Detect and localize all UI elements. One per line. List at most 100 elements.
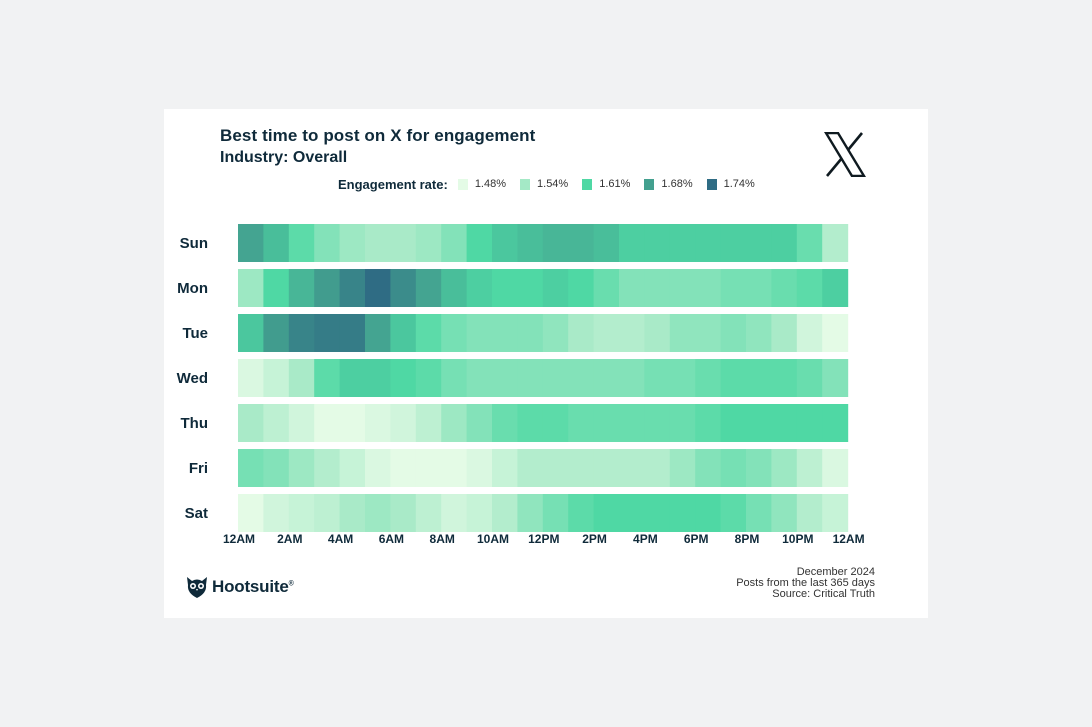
legend-label: Engagement rate: bbox=[338, 176, 448, 192]
heatmap-cell bbox=[288, 224, 315, 262]
heatmap-cell bbox=[593, 404, 620, 442]
heatmap-cell bbox=[263, 359, 290, 397]
heatmap-cell bbox=[593, 359, 620, 397]
heatmap-cell bbox=[314, 314, 341, 352]
heatmap-cell bbox=[568, 449, 595, 487]
heatmap-cell bbox=[238, 269, 264, 307]
x-tick-label: 12AM bbox=[223, 532, 255, 546]
heatmap-cell bbox=[263, 449, 290, 487]
heatmap-cell bbox=[720, 404, 747, 442]
heatmap-cell bbox=[466, 224, 493, 262]
heatmap-cell bbox=[288, 269, 315, 307]
heatmap-cell bbox=[517, 449, 544, 487]
heatmap-cell bbox=[669, 224, 696, 262]
heatmap-cell bbox=[695, 314, 722, 352]
x-logo-icon bbox=[824, 132, 866, 177]
x-tick-label: 8AM bbox=[430, 532, 455, 546]
heatmap-cell bbox=[263, 224, 290, 262]
heatmap-cell bbox=[669, 269, 696, 307]
heatmap-cell bbox=[771, 224, 798, 262]
heatmap-cell bbox=[517, 359, 544, 397]
heatmap-cell bbox=[542, 449, 569, 487]
heatmap-cell bbox=[339, 359, 366, 397]
heatmap-cell bbox=[796, 224, 823, 262]
heatmap-cell bbox=[441, 494, 468, 532]
brand-name: Hootsuite® bbox=[212, 577, 294, 596]
heatmap-cell bbox=[619, 404, 645, 442]
heatmap-cell bbox=[263, 404, 290, 442]
heatmap-cell bbox=[492, 314, 518, 352]
heatmap-cell bbox=[568, 359, 595, 397]
legend-item: 1.68% bbox=[644, 178, 693, 190]
heatmap-cell bbox=[492, 494, 518, 532]
heatmap-cell bbox=[746, 359, 772, 397]
heatmap-cell bbox=[619, 449, 645, 487]
heatmap-cell bbox=[238, 449, 264, 487]
heatmap-cell bbox=[720, 224, 747, 262]
day-label: Fri bbox=[189, 460, 208, 477]
x-tick-label: 6AM bbox=[379, 532, 404, 546]
heatmap-cell bbox=[441, 359, 468, 397]
day-label: Sun bbox=[180, 235, 208, 252]
heatmap-cell bbox=[365, 314, 391, 352]
heatmap-cell bbox=[365, 269, 391, 307]
heatmap-cell bbox=[288, 404, 315, 442]
source-note: December 2024 Posts from the last 365 da… bbox=[736, 567, 875, 600]
heatmap-cell bbox=[415, 494, 442, 532]
legend-value: 1.74% bbox=[723, 178, 755, 190]
legend-value: 1.48% bbox=[474, 178, 507, 190]
day-label: Wed bbox=[177, 370, 208, 387]
heatmap-cell bbox=[314, 404, 341, 442]
heatmap-cell bbox=[365, 449, 391, 487]
heatmap-cell bbox=[720, 494, 747, 532]
heatmap-cell bbox=[542, 314, 569, 352]
chart-subtitle: Industry: Overall bbox=[220, 149, 348, 166]
heatmap-cell bbox=[415, 314, 442, 352]
heatmap-cell bbox=[593, 314, 620, 352]
heatmap-cell bbox=[695, 494, 722, 532]
heatmap-cell bbox=[441, 269, 468, 307]
heatmap-cell bbox=[492, 404, 518, 442]
heatmap-cell bbox=[492, 224, 518, 262]
heatmap-cell bbox=[441, 314, 468, 352]
heatmap-cell bbox=[238, 359, 264, 397]
x-tick-label: 10AM bbox=[477, 532, 509, 546]
heatmap-cell bbox=[746, 404, 772, 442]
heatmap-cell bbox=[390, 269, 417, 307]
heatmap-cell bbox=[441, 404, 468, 442]
heatmap-cell bbox=[339, 494, 366, 532]
heatmap-cell bbox=[517, 224, 544, 262]
heatmap-cell bbox=[619, 494, 645, 532]
x-tick-label: 8PM bbox=[735, 532, 760, 546]
heatmap-cell bbox=[466, 404, 493, 442]
heatmap-cell bbox=[796, 269, 823, 307]
source-date: December 2024 bbox=[796, 566, 875, 578]
heatmap-cell bbox=[466, 494, 493, 532]
heatmap-cell bbox=[238, 224, 264, 262]
x-tick-label: 6PM bbox=[684, 532, 709, 546]
heatmap-cell bbox=[415, 449, 442, 487]
heatmap-cell bbox=[771, 494, 798, 532]
heatmap-cell bbox=[238, 494, 264, 532]
heatmap-cell bbox=[720, 269, 747, 307]
heatmap-cell bbox=[390, 359, 417, 397]
source-credit: Source: Critical Truth bbox=[772, 588, 875, 600]
heatmap-cell bbox=[263, 314, 290, 352]
x-tick-label: 4AM bbox=[328, 532, 353, 546]
heatmap-cell bbox=[339, 314, 366, 352]
day-label: Tue bbox=[182, 325, 208, 342]
heatmap-cell bbox=[339, 269, 366, 307]
legend-swatch bbox=[706, 178, 717, 190]
heatmap-cell bbox=[288, 314, 315, 352]
heatmap-cell bbox=[568, 269, 595, 307]
heatmap-cell bbox=[822, 269, 849, 307]
heatmap-cell bbox=[542, 269, 569, 307]
heatmap-cell bbox=[796, 314, 823, 352]
heatmap-cell bbox=[365, 494, 391, 532]
heatmap-cell bbox=[288, 449, 315, 487]
heatmap-cell bbox=[365, 404, 391, 442]
heatmap-cell bbox=[415, 359, 442, 397]
heatmap-cell bbox=[644, 404, 671, 442]
heatmap-cell bbox=[593, 224, 620, 262]
heatmap-cell bbox=[492, 269, 518, 307]
